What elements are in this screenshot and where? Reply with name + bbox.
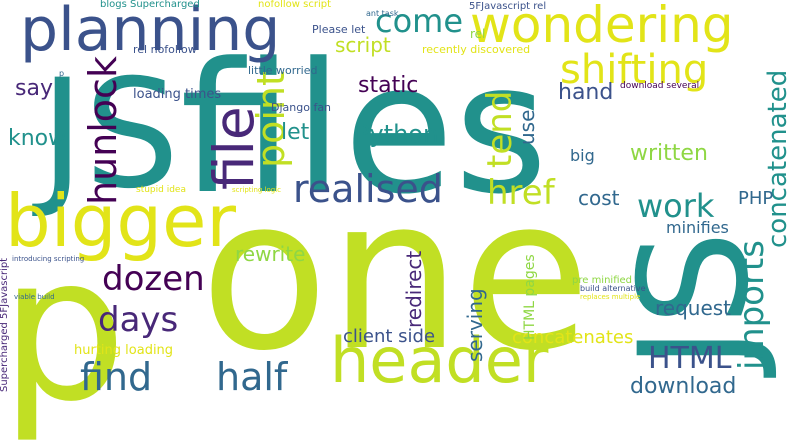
word-know: know bbox=[8, 126, 67, 151]
word-realised: realised bbox=[293, 167, 443, 211]
word-recently-discovered: recently discovered bbox=[422, 43, 531, 56]
word-viable-build: viable build bbox=[14, 293, 55, 301]
word-build-alternative: build alternative bbox=[580, 284, 646, 293]
word-hurting-loading: hurting loading bbox=[74, 343, 174, 358]
word-introducing-scripting: introducing scripting bbox=[12, 255, 85, 263]
word-planning: planning bbox=[20, 0, 281, 65]
word-let: let bbox=[281, 120, 310, 145]
word-files: files bbox=[180, 25, 548, 234]
word-days: days bbox=[98, 300, 179, 340]
word-little-worried: little worried bbox=[248, 64, 318, 77]
word-php: PHP bbox=[738, 188, 774, 209]
word-rel-nofollow: rel nofollow bbox=[133, 43, 197, 56]
word-download: download bbox=[630, 374, 737, 399]
word-script: script bbox=[335, 33, 391, 57]
word-rewrite: rewrite bbox=[235, 242, 306, 266]
word-nofollow-script: nofollow script bbox=[258, 0, 331, 10]
word-pre-minified: pre minified bbox=[572, 275, 633, 286]
word-scripting-logic: scripting logic bbox=[232, 186, 282, 194]
word-request: request bbox=[655, 296, 732, 320]
word-loading-times: loading times bbox=[133, 87, 222, 102]
word-download-several: download several bbox=[620, 81, 700, 91]
word-5fjavascript-rel: 5FJavascript rel bbox=[469, 1, 547, 12]
word-python: Python bbox=[355, 120, 439, 148]
word-html-pages: HTML pages bbox=[522, 254, 538, 340]
word-half: half bbox=[216, 355, 288, 399]
word-dozen: dozen bbox=[102, 259, 205, 299]
word-stupid-idea: stupid idea bbox=[136, 185, 186, 195]
word-client-side: client side bbox=[343, 326, 436, 347]
word-cost: cost bbox=[578, 186, 620, 210]
word-supercharged-5fjavascript: Supercharged 5FJavascript bbox=[0, 257, 10, 392]
word-replaces-multiple: replaces multiple bbox=[580, 293, 641, 301]
word-imports: imports bbox=[732, 240, 772, 370]
word-minifies: minifies bbox=[666, 218, 729, 237]
word-come: come bbox=[375, 2, 464, 40]
word-big: big bbox=[570, 146, 595, 165]
word-use: use bbox=[515, 109, 539, 145]
word-rel-small: rel bbox=[470, 27, 486, 41]
word-serving: serving bbox=[463, 288, 487, 362]
word-find: find bbox=[80, 355, 153, 399]
word-p-small: p bbox=[59, 69, 65, 78]
word-shifting: shifting bbox=[560, 47, 709, 93]
word-django-fan: Django fan bbox=[271, 101, 332, 114]
word-blogs-supercharged: blogs Supercharged bbox=[100, 0, 200, 10]
word-static: static bbox=[358, 73, 419, 98]
word-hand: hand bbox=[558, 80, 614, 105]
word-js: JS bbox=[40, 48, 180, 222]
word-one: one bbox=[200, 152, 591, 397]
word-concatenated: concatenated bbox=[763, 69, 793, 248]
word-header: header bbox=[330, 324, 549, 397]
word-tend: tend bbox=[480, 90, 520, 168]
word-href: href bbox=[487, 173, 555, 213]
word-say: say bbox=[15, 76, 53, 101]
word-bigger: bigger bbox=[5, 179, 237, 263]
word-please-let: Please let bbox=[312, 23, 366, 36]
word-written: written bbox=[630, 141, 708, 166]
word-hunlock: hunlock bbox=[81, 56, 125, 205]
word-work: work bbox=[637, 187, 715, 225]
word-wondering: wondering bbox=[470, 0, 734, 54]
word-concatenates: concatenates bbox=[512, 327, 634, 348]
word-p: p bbox=[0, 213, 127, 446]
word-html: HTML bbox=[648, 341, 732, 376]
word-cloud: files JS one p JS planning wondering big… bbox=[0, 0, 793, 430]
word-ant-task: ant task bbox=[366, 9, 399, 18]
word-redirect: redirect bbox=[402, 250, 426, 328]
